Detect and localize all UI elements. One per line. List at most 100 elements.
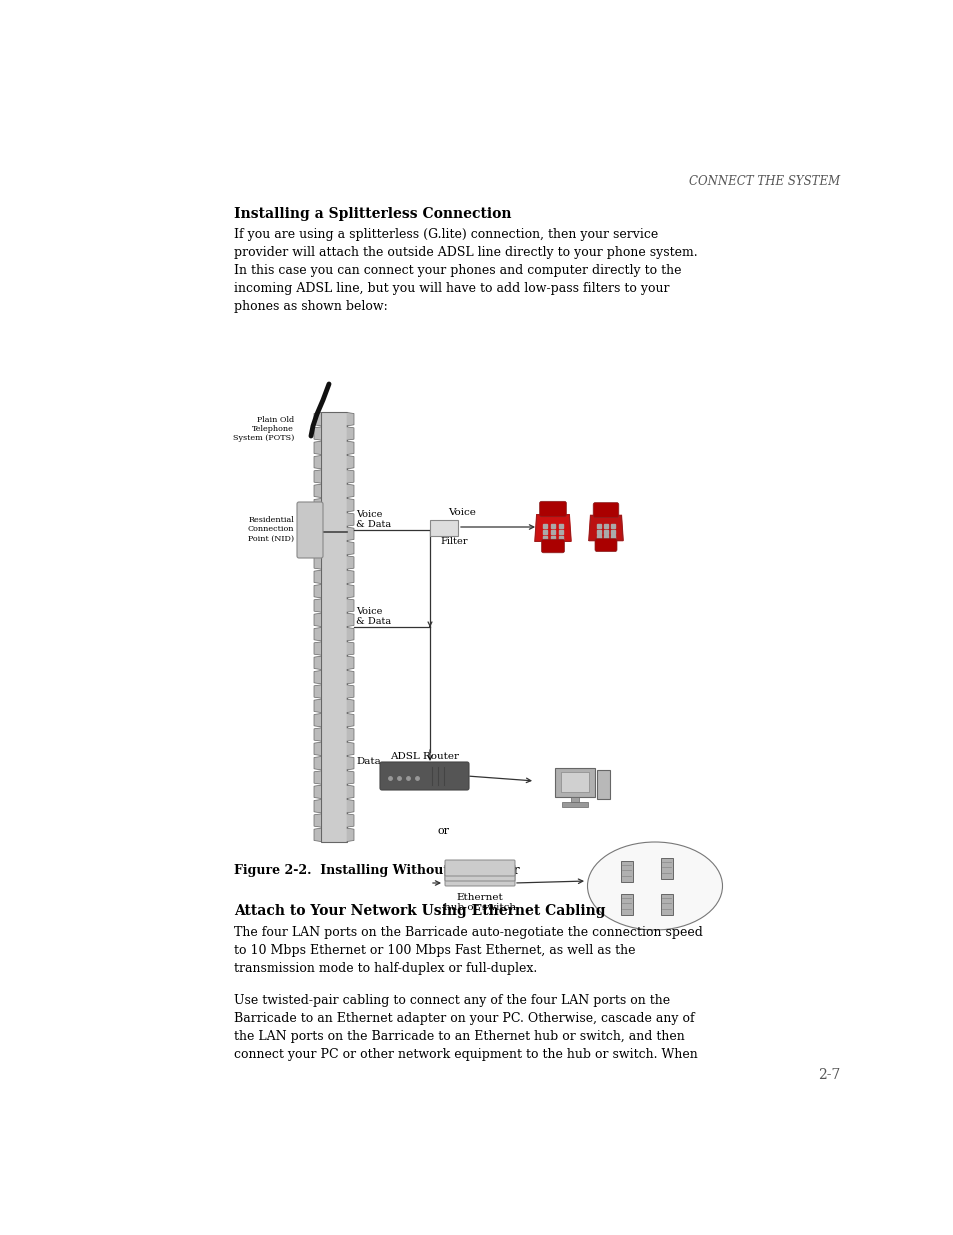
Text: CONNECT THE SYSTEM: CONNECT THE SYSTEM bbox=[688, 175, 840, 188]
Polygon shape bbox=[314, 484, 320, 498]
Polygon shape bbox=[314, 599, 320, 613]
Text: Ethernet
hub or switch: Ethernet hub or switch bbox=[443, 893, 516, 913]
Text: In this case you can connect your phones and computer directly to the: In this case you can connect your phones… bbox=[233, 264, 680, 277]
Polygon shape bbox=[347, 785, 354, 799]
Text: incoming ADSL line, but you will have to add low-pass filters to your: incoming ADSL line, but you will have to… bbox=[233, 282, 669, 295]
Polygon shape bbox=[314, 584, 320, 598]
Text: Data: Data bbox=[355, 757, 380, 766]
Polygon shape bbox=[347, 599, 354, 613]
Polygon shape bbox=[347, 513, 354, 526]
Polygon shape bbox=[314, 757, 320, 769]
Polygon shape bbox=[347, 771, 354, 784]
Text: connect your PC or other network equipment to the hub or switch. When: connect your PC or other network equipme… bbox=[233, 1049, 697, 1061]
Text: Plain Old
Telephone
System (POTS): Plain Old Telephone System (POTS) bbox=[233, 416, 294, 442]
Polygon shape bbox=[314, 642, 320, 655]
Polygon shape bbox=[347, 642, 354, 655]
Bar bbox=[571, 797, 578, 802]
Polygon shape bbox=[314, 556, 320, 569]
Text: provider will attach the outside ADSL line directly to your phone system.: provider will attach the outside ADSL li… bbox=[233, 246, 697, 259]
Polygon shape bbox=[347, 656, 354, 669]
Polygon shape bbox=[314, 456, 320, 469]
Polygon shape bbox=[347, 541, 354, 555]
Polygon shape bbox=[314, 671, 320, 684]
Polygon shape bbox=[347, 484, 354, 498]
Polygon shape bbox=[347, 671, 354, 684]
Polygon shape bbox=[314, 656, 320, 669]
Polygon shape bbox=[347, 556, 354, 569]
Bar bbox=[320, 412, 347, 842]
Polygon shape bbox=[347, 814, 354, 827]
Polygon shape bbox=[314, 714, 320, 727]
Polygon shape bbox=[314, 771, 320, 784]
Polygon shape bbox=[347, 499, 354, 511]
FancyBboxPatch shape bbox=[444, 869, 515, 885]
Polygon shape bbox=[347, 427, 354, 440]
Text: Installing a Splitterless Connection: Installing a Splitterless Connection bbox=[233, 207, 511, 221]
Polygon shape bbox=[314, 627, 320, 641]
Polygon shape bbox=[314, 742, 320, 756]
Polygon shape bbox=[314, 613, 320, 626]
Polygon shape bbox=[314, 727, 320, 741]
Polygon shape bbox=[314, 499, 320, 511]
FancyBboxPatch shape bbox=[595, 538, 617, 552]
FancyBboxPatch shape bbox=[541, 540, 564, 553]
Text: transmission mode to half-duplex or full-duplex.: transmission mode to half-duplex or full… bbox=[233, 962, 537, 974]
FancyBboxPatch shape bbox=[296, 501, 323, 558]
Text: If you are using a splitterless (G.lite) connection, then your service: If you are using a splitterless (G.lite)… bbox=[233, 228, 658, 241]
Text: Voice
& Data: Voice & Data bbox=[355, 510, 391, 530]
Polygon shape bbox=[347, 699, 354, 713]
Bar bbox=[597, 769, 610, 799]
Bar bbox=[620, 893, 633, 914]
Polygon shape bbox=[314, 469, 320, 483]
Text: Filter: Filter bbox=[439, 537, 467, 546]
Polygon shape bbox=[347, 627, 354, 641]
Text: Use twisted-pair cabling to connect any of the four LAN ports on the: Use twisted-pair cabling to connect any … bbox=[233, 994, 669, 1007]
FancyBboxPatch shape bbox=[444, 860, 515, 876]
Polygon shape bbox=[314, 814, 320, 827]
Polygon shape bbox=[347, 685, 354, 698]
Text: Voice: Voice bbox=[448, 508, 476, 517]
Polygon shape bbox=[535, 515, 571, 541]
Polygon shape bbox=[347, 571, 354, 583]
Polygon shape bbox=[347, 742, 354, 756]
Bar bbox=[660, 857, 672, 878]
Polygon shape bbox=[588, 515, 622, 541]
Bar bbox=[560, 772, 589, 792]
Polygon shape bbox=[347, 829, 354, 841]
Text: phones as shown below:: phones as shown below: bbox=[233, 300, 387, 312]
Bar bbox=[620, 861, 633, 882]
Polygon shape bbox=[347, 527, 354, 541]
Text: Residential
Connection
Point (NID): Residential Connection Point (NID) bbox=[247, 516, 294, 542]
Text: Voice
& Data: Voice & Data bbox=[355, 606, 391, 626]
Polygon shape bbox=[314, 699, 320, 713]
Polygon shape bbox=[347, 584, 354, 598]
Text: The four LAN ports on the Barricade auto-negotiate the connection speed: The four LAN ports on the Barricade auto… bbox=[233, 926, 702, 939]
Polygon shape bbox=[347, 714, 354, 727]
Polygon shape bbox=[314, 785, 320, 799]
FancyBboxPatch shape bbox=[593, 503, 618, 517]
Polygon shape bbox=[314, 427, 320, 440]
Text: Barricade to an Ethernet adapter on your PC. Otherwise, cascade any of: Barricade to an Ethernet adapter on your… bbox=[233, 1011, 694, 1025]
Bar bbox=[562, 802, 587, 806]
Text: the LAN ports on the Barricade to an Ethernet hub or switch, and then: the LAN ports on the Barricade to an Eth… bbox=[233, 1030, 684, 1044]
Bar bbox=[660, 893, 672, 914]
Polygon shape bbox=[347, 799, 354, 813]
Polygon shape bbox=[314, 685, 320, 698]
FancyBboxPatch shape bbox=[379, 762, 469, 790]
Text: 2-7: 2-7 bbox=[817, 1068, 840, 1082]
Polygon shape bbox=[314, 412, 320, 426]
Polygon shape bbox=[314, 513, 320, 526]
FancyBboxPatch shape bbox=[539, 501, 566, 516]
Polygon shape bbox=[314, 829, 320, 841]
Polygon shape bbox=[314, 527, 320, 541]
Polygon shape bbox=[347, 757, 354, 769]
Polygon shape bbox=[314, 441, 320, 454]
Polygon shape bbox=[347, 412, 354, 426]
Text: to 10 Mbps Ethernet or 100 Mbps Fast Ethernet, as well as the: to 10 Mbps Ethernet or 100 Mbps Fast Eth… bbox=[233, 944, 635, 957]
Text: ADSL Router: ADSL Router bbox=[390, 752, 458, 761]
Polygon shape bbox=[314, 571, 320, 583]
Polygon shape bbox=[347, 469, 354, 483]
FancyBboxPatch shape bbox=[444, 864, 515, 881]
Polygon shape bbox=[347, 613, 354, 626]
Bar bbox=[430, 520, 457, 536]
